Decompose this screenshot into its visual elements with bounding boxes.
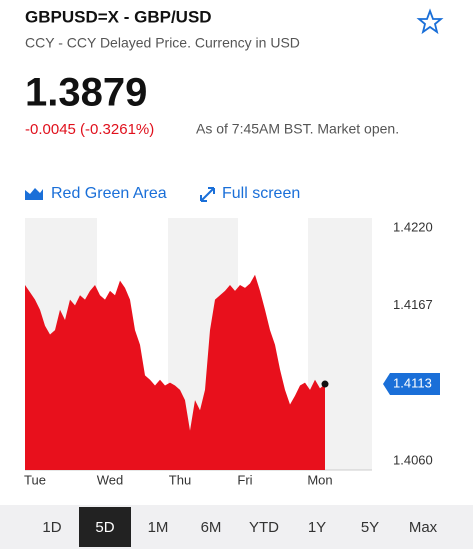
current-price-tag [383,373,440,396]
ticker-title: GBPUSD=X - GBP/USD [25,7,212,26]
range-selected [79,507,131,547]
x-tick-label: Mon [307,472,332,487]
price-change: -0.0045 (-0.3261%) [25,121,154,138]
range-bar [0,505,473,549]
as-of: As of 7:45AM BST. Market open. [196,121,399,137]
watchlist-star[interactable] [416,8,444,35]
area-icon [25,188,43,200]
chart-type-label: Red Green Area [51,185,167,202]
range-button[interactable]: YTD [249,519,279,536]
range-button[interactable]: Max [409,519,438,536]
y-tick-label: 1.4220 [393,220,433,235]
current-price-label: 1.4113 [393,375,432,390]
range-button[interactable]: 5D [95,519,114,536]
price: 1.3879 [25,71,147,115]
x-tick-label: Thu [169,472,191,487]
subtitle: CCY - CCY Delayed Price. Currency in USD [25,35,300,51]
range-button[interactable]: 5Y [361,519,379,536]
y-tick-label: 1.4060 [393,453,433,468]
y-tick-label: 1.4167 [393,297,433,312]
range-button[interactable]: 1Y [308,519,326,536]
range-button[interactable]: 1M [148,519,169,536]
expand-icon [200,187,215,202]
x-tick-label: Tue [24,472,46,487]
full-screen-label: Full screen [222,185,300,202]
x-tick-label: Fri [237,472,252,487]
range-button[interactable]: 6M [201,519,222,536]
full-screen-button[interactable]: Full screen [200,185,300,202]
price-area [25,274,325,470]
range-button[interactable]: 1D [42,519,61,536]
last-point [321,380,329,388]
chart-type-button[interactable]: Red Green Area [25,185,167,202]
x-tick-label: Wed [97,472,124,487]
